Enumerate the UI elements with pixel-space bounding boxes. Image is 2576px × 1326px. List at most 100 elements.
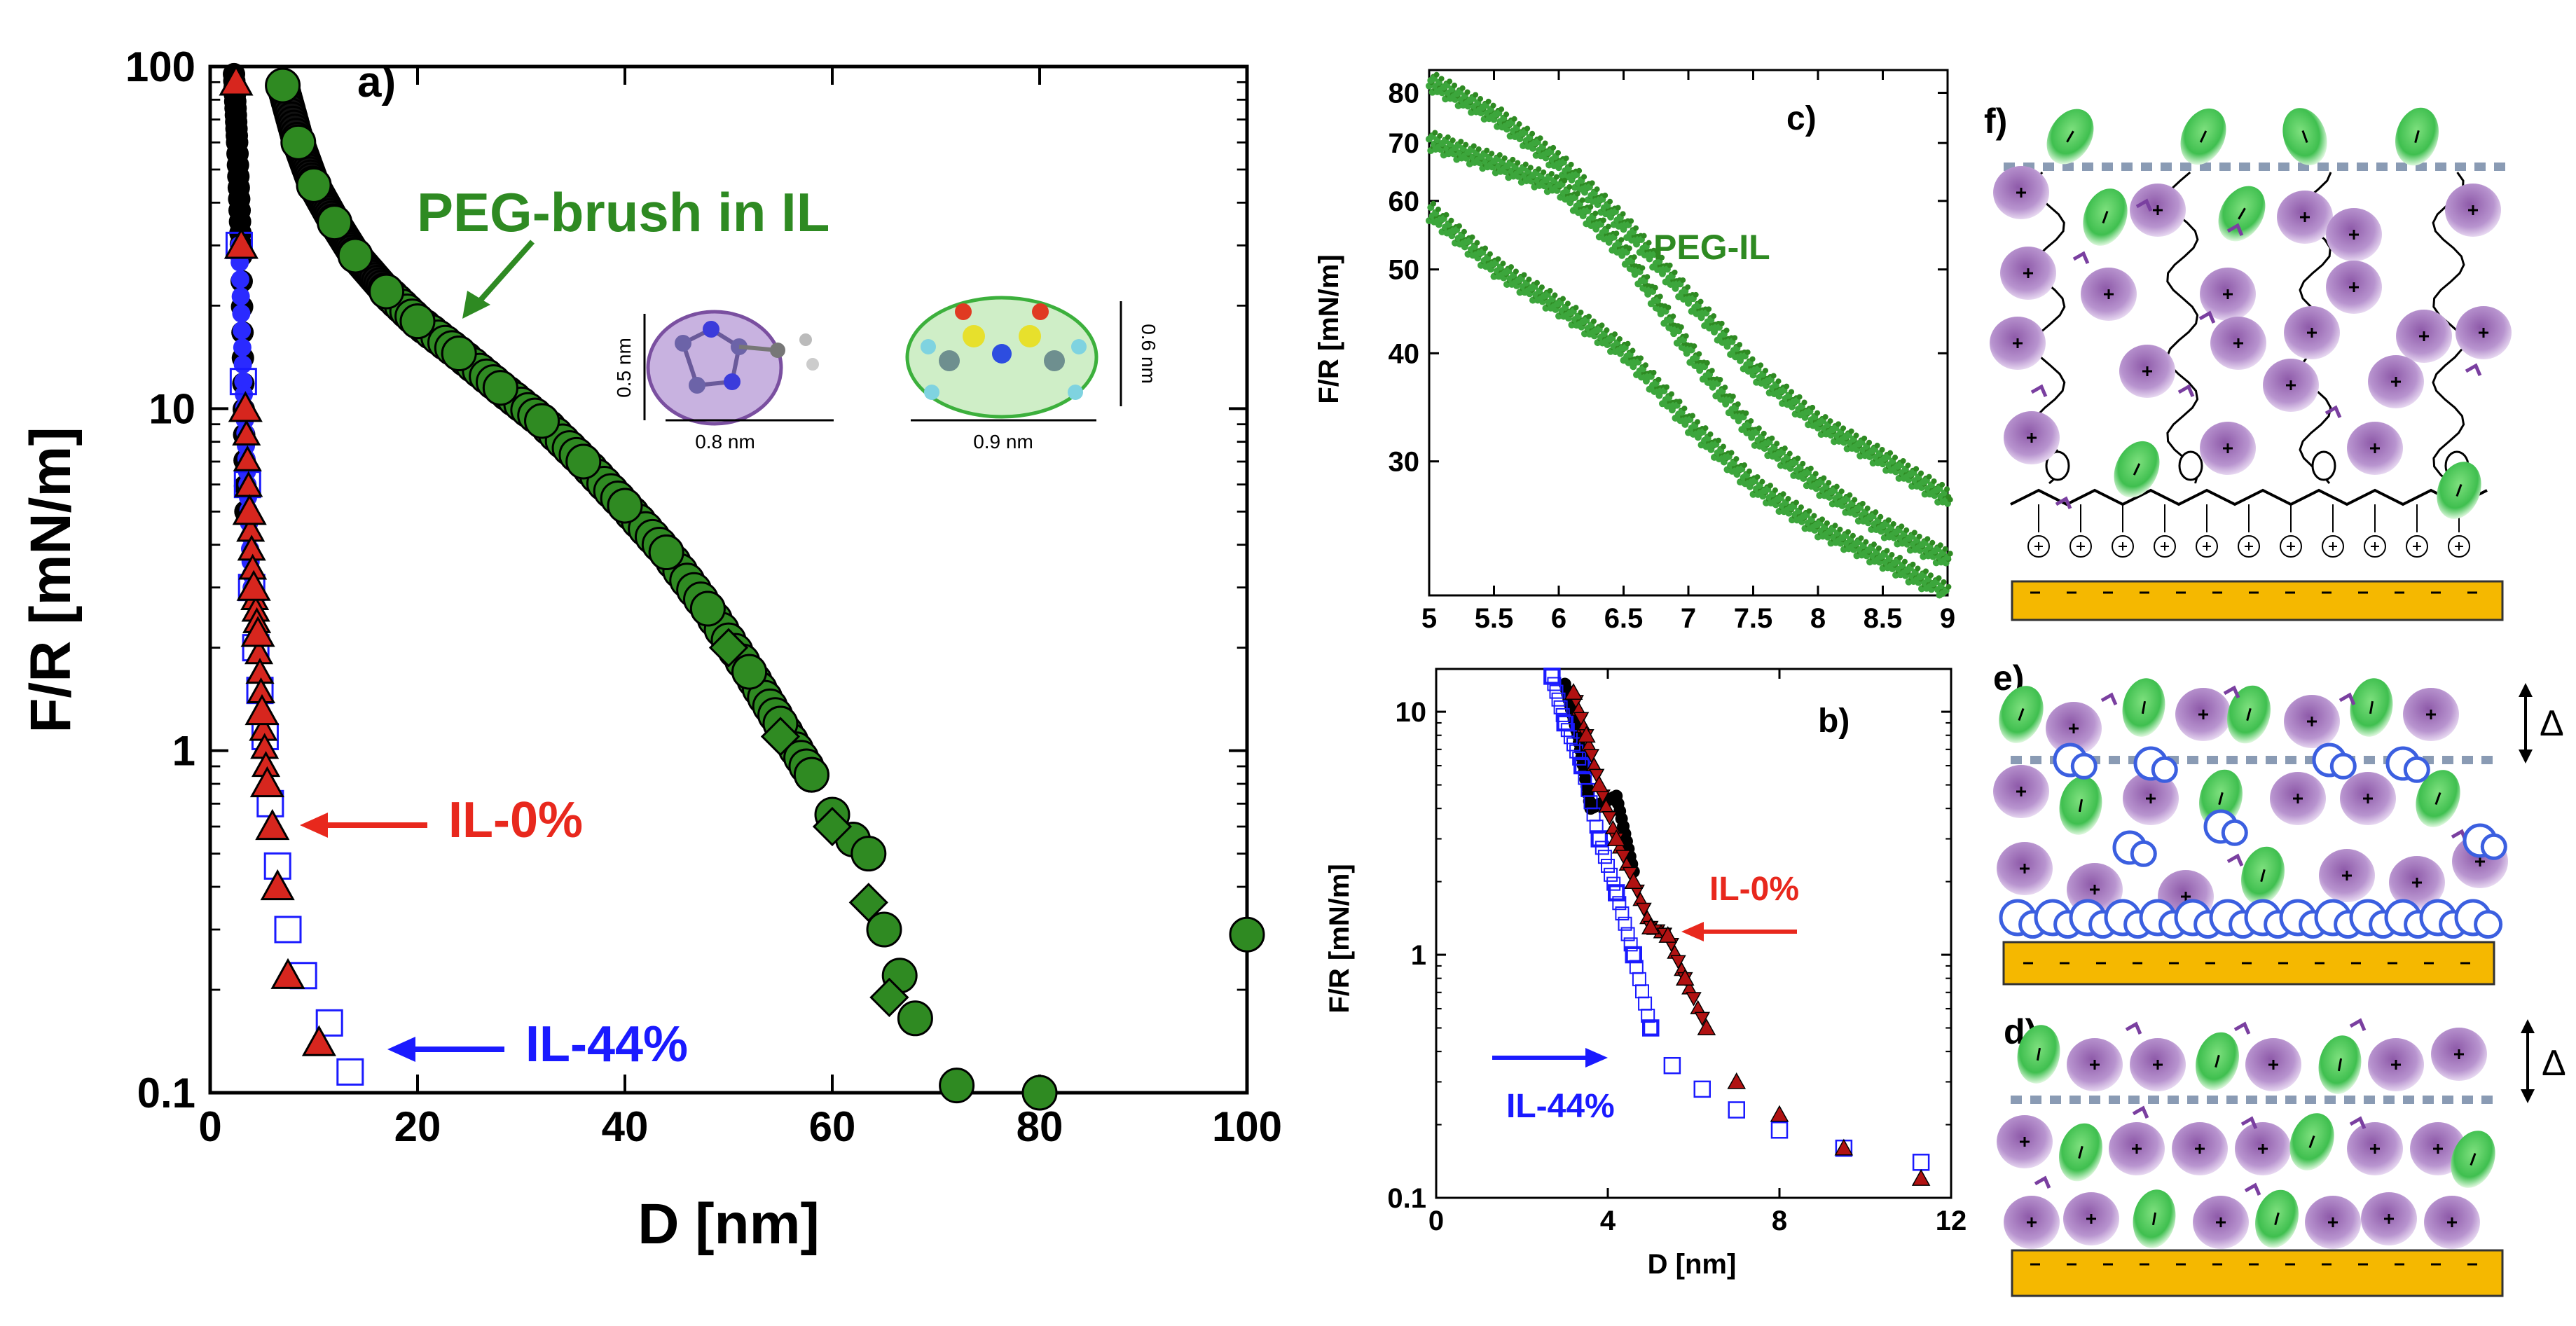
panel-b-il-0-arrowhead bbox=[1681, 922, 1704, 941]
bubble bbox=[2221, 819, 2248, 846]
panel-a: 0 20 40 60 80 100 0.1 1 10 100 a) D [nm] F/R [mN/… bbox=[19, 43, 1282, 1256]
data-point-dot bbox=[1786, 450, 1793, 457]
anion bbox=[2241, 846, 2285, 905]
data-point-dot bbox=[1939, 481, 1945, 488]
data-point-circle bbox=[441, 336, 477, 372]
data-point-triangle bbox=[233, 445, 262, 471]
anion-atom bbox=[939, 350, 960, 371]
anion bbox=[2218, 186, 2266, 242]
y-tick-label: 60 bbox=[1389, 186, 1420, 217]
anion-atom bbox=[1044, 350, 1065, 371]
data-point-circle bbox=[648, 534, 684, 571]
panel-b-xlabel: D [nm] bbox=[1648, 1249, 1737, 1280]
data-point-dot bbox=[1838, 488, 1845, 495]
data-point-dot bbox=[1722, 385, 1728, 391]
data-point-dot bbox=[1536, 166, 1542, 172]
data-point-dot bbox=[1579, 197, 1585, 203]
cation bbox=[2368, 1038, 2424, 1091]
data-point-dot bbox=[1903, 527, 1910, 533]
anion bbox=[2196, 1032, 2239, 1091]
data-point-dot bbox=[1602, 192, 1609, 198]
data-point-dot bbox=[1947, 551, 1953, 557]
data-point-square bbox=[1557, 715, 1572, 730]
data-point-dot bbox=[1676, 399, 1683, 405]
chain-anchor bbox=[2045, 450, 2070, 481]
data-point-dot bbox=[1910, 561, 1916, 567]
data-point-triangle bbox=[236, 569, 271, 601]
data-point-dot bbox=[1529, 130, 1536, 137]
schematic-d-delta: Δ bbox=[2542, 1043, 2566, 1084]
data-point-dot bbox=[1784, 383, 1790, 389]
cation bbox=[2130, 1038, 2186, 1091]
cation-tail bbox=[2349, 1018, 2367, 1031]
cation bbox=[1993, 166, 2049, 219]
chain-anchor bbox=[2311, 450, 2336, 481]
anion-atom bbox=[1032, 303, 1049, 320]
cation bbox=[2326, 208, 2382, 261]
data-point-triangle bbox=[1675, 969, 1695, 986]
data-point-circle bbox=[565, 443, 602, 480]
data-point-dot bbox=[1756, 425, 1762, 431]
minus-sign bbox=[2337, 1058, 2343, 1072]
anion bbox=[2227, 685, 2271, 744]
schematic-d-substrate bbox=[2011, 1249, 2504, 1297]
cation bbox=[2123, 772, 2179, 825]
data-point-square bbox=[1597, 850, 1612, 864]
x-tick-label: 0 bbox=[1428, 1206, 1444, 1236]
cation bbox=[2340, 772, 2396, 825]
data-point-dot bbox=[1901, 558, 1908, 565]
minus-sign bbox=[2260, 869, 2266, 883]
data-point-triangle bbox=[260, 869, 295, 901]
data-point-dot bbox=[1475, 146, 1482, 152]
schematic-f-cation-row bbox=[2027, 504, 2470, 558]
data-point-dot bbox=[1553, 174, 1559, 180]
data-point-dot bbox=[1929, 539, 1936, 546]
data-point-dot bbox=[1852, 497, 1858, 503]
data-point-dot bbox=[1931, 478, 1937, 484]
data-point-dot bbox=[1915, 565, 1921, 572]
data-point-dot bbox=[1774, 441, 1780, 447]
data-point-dot bbox=[1711, 313, 1717, 319]
data-point-dot bbox=[234, 372, 253, 391]
minus-sign bbox=[2238, 207, 2246, 220]
anion bbox=[2416, 770, 2460, 827]
schematic-e: e) Δ bbox=[1993, 658, 2564, 986]
cation bbox=[2277, 191, 2333, 244]
data-point-dot bbox=[1566, 184, 1573, 190]
data-point-dot bbox=[231, 287, 250, 306]
data-point-circle bbox=[337, 237, 373, 274]
data-point-square bbox=[1623, 937, 1638, 952]
data-point-triangle bbox=[1624, 872, 1644, 889]
data-point-dot bbox=[1780, 491, 1786, 497]
data-point-dot bbox=[1716, 437, 1722, 443]
data-point-square bbox=[1638, 996, 1653, 1011]
cation bbox=[2200, 268, 2256, 321]
data-point-triangle bbox=[1590, 775, 1609, 792]
data-point-dot bbox=[1458, 139, 1464, 145]
x-tick-label: 9 bbox=[1940, 603, 1955, 634]
cation-tail bbox=[2244, 1182, 2261, 1196]
data-point-dot bbox=[1806, 508, 1812, 514]
data-point-dot bbox=[1452, 82, 1458, 88]
y-tick-label: 1 bbox=[1411, 940, 1426, 971]
data-point-dot bbox=[1655, 376, 1662, 382]
data-point-dot bbox=[1576, 167, 1583, 174]
data-point-dot bbox=[1589, 180, 1595, 186]
data-point-dot bbox=[1763, 368, 1769, 374]
cation-tail bbox=[2226, 223, 2244, 236]
cation bbox=[2245, 1038, 2301, 1091]
data-point-dot bbox=[1592, 210, 1599, 216]
anion-molecule: 0.6 nm 0.9 nm bbox=[905, 296, 1159, 453]
data-point-dot bbox=[1754, 474, 1761, 480]
data-point-dot bbox=[1923, 568, 1929, 574]
cation bbox=[2424, 1196, 2480, 1249]
data-point-dot bbox=[1871, 541, 1878, 548]
cation bbox=[2193, 1196, 2249, 1249]
panel-b-annotation-il-0: IL-0% bbox=[1709, 871, 1799, 908]
data-point-dot bbox=[1864, 505, 1871, 511]
data-point-dot bbox=[1612, 331, 1618, 338]
anion-atom bbox=[992, 344, 1012, 364]
data-point-dot bbox=[1759, 478, 1765, 485]
data-point-triangle bbox=[232, 419, 261, 446]
data-point-dot bbox=[1578, 310, 1584, 316]
